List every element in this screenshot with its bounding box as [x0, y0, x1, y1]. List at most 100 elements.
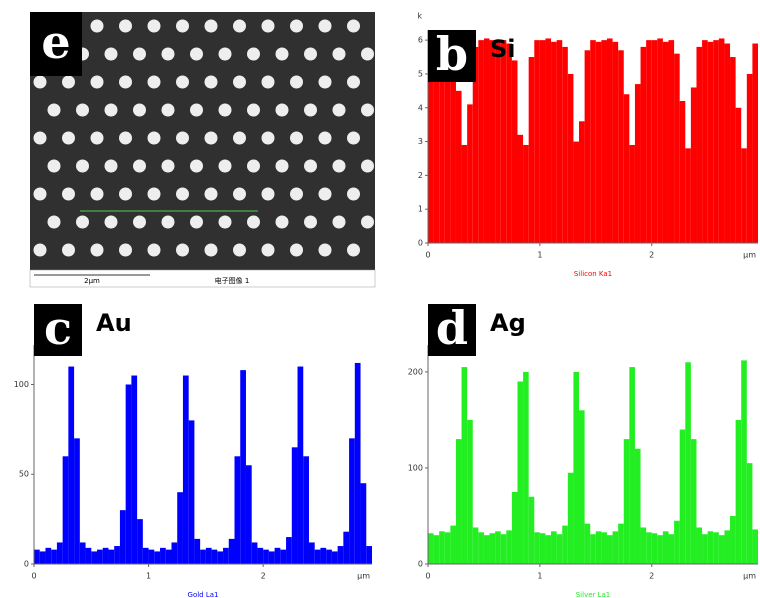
- bar: [103, 548, 109, 564]
- particle: [205, 76, 218, 89]
- particle: [105, 48, 118, 61]
- x-axis-label: Silver La1: [576, 591, 611, 598]
- bar: [719, 535, 725, 564]
- particle: [176, 132, 189, 145]
- bar: [467, 104, 473, 243]
- bar: [663, 42, 669, 243]
- particle: [34, 188, 47, 201]
- particle: [219, 216, 232, 229]
- particle: [119, 188, 132, 201]
- particle: [205, 188, 218, 201]
- bar: [484, 535, 490, 564]
- bar: [613, 531, 619, 564]
- particle: [290, 244, 303, 257]
- particle: [190, 160, 203, 173]
- y-tick-label: 0: [418, 560, 423, 569]
- bar: [338, 546, 344, 564]
- particle: [205, 244, 218, 257]
- bar: [646, 40, 652, 243]
- bar: [478, 532, 484, 564]
- particle: [233, 188, 246, 201]
- bar: [624, 439, 630, 564]
- bar: [691, 439, 697, 564]
- particle: [304, 48, 317, 61]
- bar: [629, 145, 635, 243]
- particle: [333, 48, 346, 61]
- particle: [276, 216, 289, 229]
- particle: [34, 76, 47, 89]
- bar: [257, 548, 263, 564]
- particle: [319, 244, 332, 257]
- bar: [34, 550, 40, 564]
- bar: [246, 465, 252, 564]
- bar: [223, 548, 229, 564]
- bar: [217, 551, 223, 564]
- bar: [646, 532, 652, 564]
- bar: [585, 524, 591, 564]
- bar: [657, 38, 663, 243]
- bar: [166, 550, 172, 564]
- y-tick-label: 4: [418, 103, 423, 112]
- bar: [680, 101, 686, 243]
- bar: [74, 438, 80, 564]
- particle: [347, 132, 360, 145]
- panel-title: Si: [490, 35, 516, 63]
- particle: [219, 104, 232, 117]
- bar: [534, 532, 540, 564]
- bar: [439, 531, 445, 564]
- bar: [708, 531, 714, 564]
- bar: [719, 38, 725, 243]
- x-tick-label: 1: [146, 572, 151, 581]
- bar: [641, 528, 647, 565]
- bar: [696, 47, 702, 243]
- bar: [601, 532, 607, 564]
- bar: [635, 84, 641, 243]
- particle: [304, 104, 317, 117]
- bar: [752, 44, 758, 243]
- bar: [189, 420, 195, 564]
- bar: [747, 463, 753, 564]
- bar: [456, 91, 462, 243]
- bar: [529, 497, 535, 564]
- bar: [275, 548, 281, 564]
- bar: [747, 74, 753, 243]
- particle: [148, 76, 161, 89]
- bar: [355, 363, 361, 564]
- particle: [91, 132, 104, 145]
- bar: [652, 40, 658, 243]
- bar: [183, 376, 189, 564]
- bar: [512, 60, 518, 243]
- bar: [45, 548, 51, 564]
- bar: [501, 534, 507, 564]
- bar: [517, 382, 523, 565]
- y-tick-label: 5: [418, 69, 423, 78]
- particle: [262, 20, 275, 33]
- bar: [349, 438, 355, 564]
- x-tick-label: 1: [537, 251, 542, 260]
- bar: [741, 360, 747, 564]
- particle: [247, 160, 260, 173]
- particle: [162, 104, 175, 117]
- x-tick-label: 2: [649, 251, 654, 260]
- particle: [133, 48, 146, 61]
- bar: [696, 528, 702, 565]
- bar: [445, 532, 451, 564]
- particle: [62, 132, 75, 145]
- bar: [579, 410, 585, 564]
- particle: [119, 20, 132, 33]
- particle: [162, 160, 175, 173]
- bar: [568, 473, 574, 564]
- particle: [48, 160, 61, 173]
- particle: [148, 132, 161, 145]
- bar: [702, 40, 708, 243]
- bar: [315, 550, 321, 564]
- bar: [361, 483, 367, 564]
- bar: [456, 439, 462, 564]
- bar: [343, 532, 349, 564]
- bar: [131, 376, 137, 564]
- particle: [361, 48, 374, 61]
- panel-label: e: [41, 15, 70, 69]
- bar: [252, 542, 258, 564]
- bar: [708, 42, 714, 243]
- bar: [114, 546, 120, 564]
